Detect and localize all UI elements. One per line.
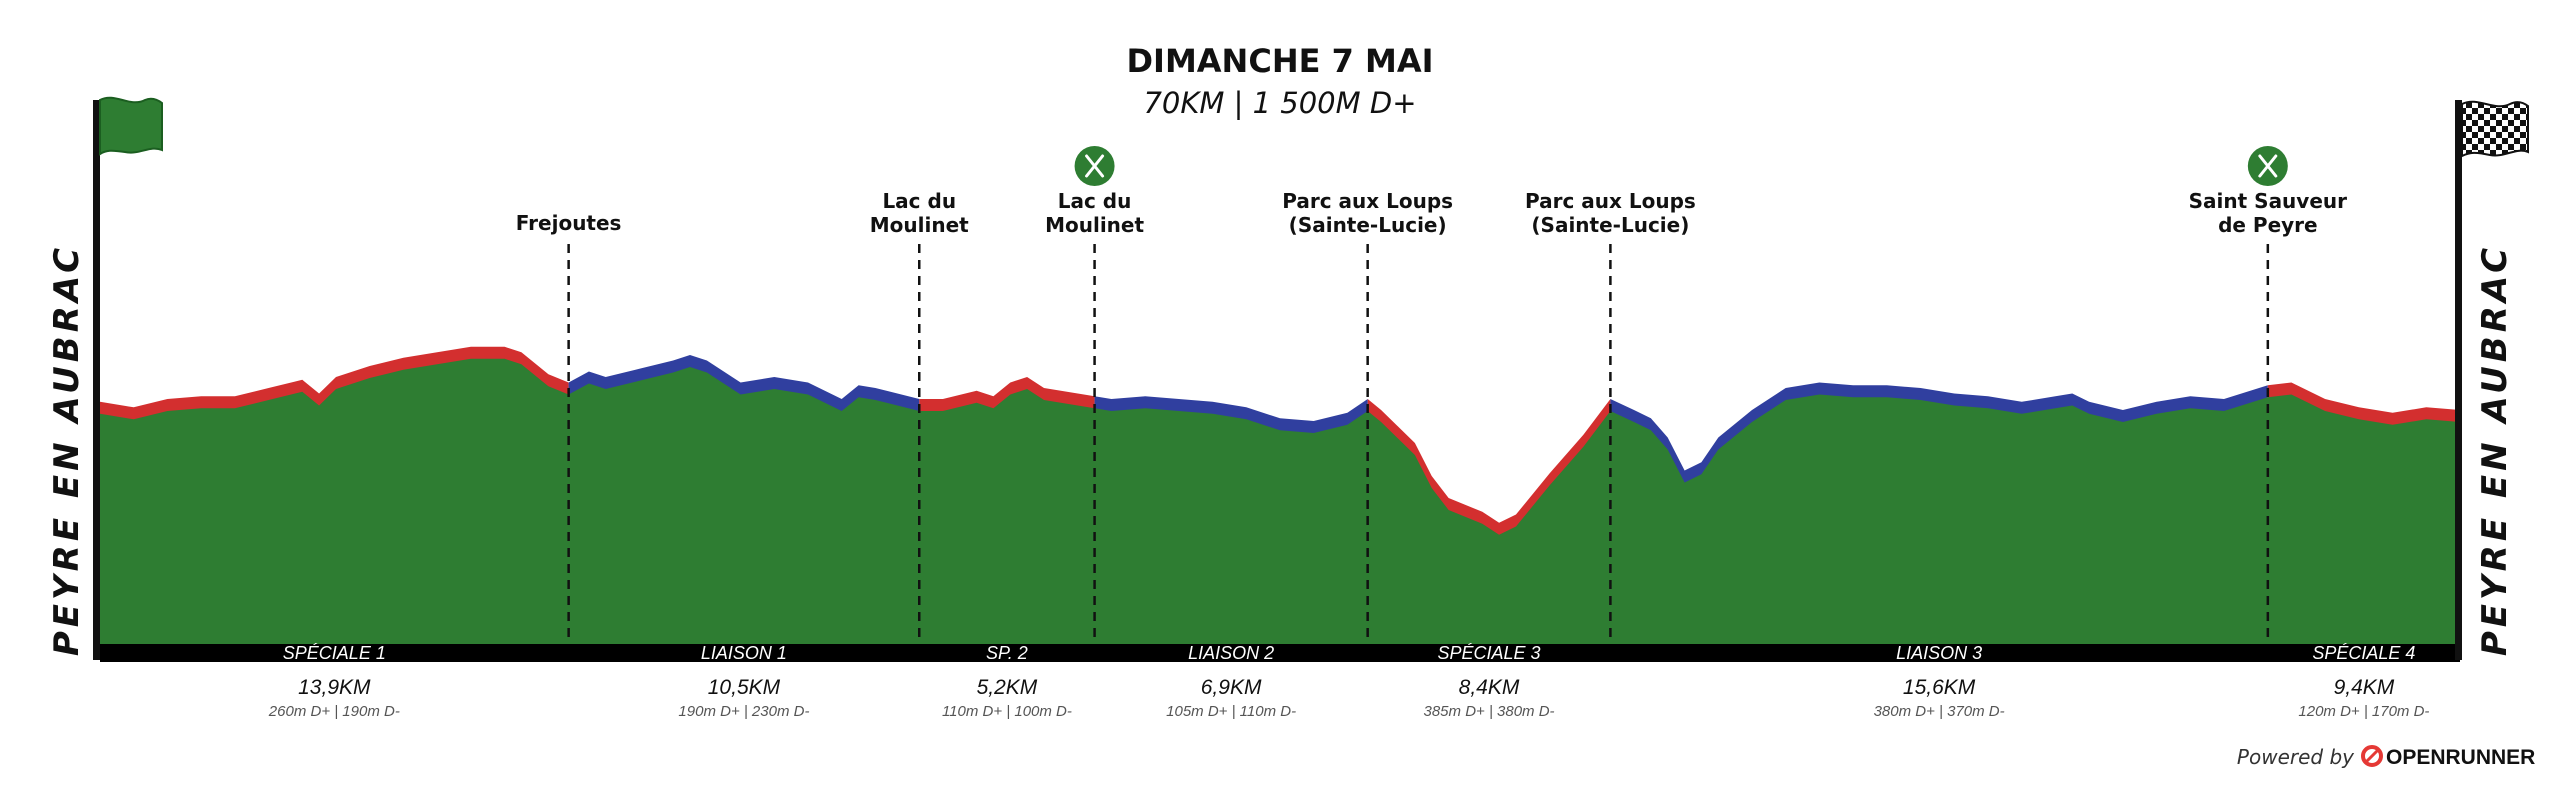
segment-distance: 8,4KM (1459, 676, 1520, 699)
segment-elevation: 105m D+ | 110m D- (1166, 703, 1296, 720)
segment-7: SPÉCIALE 4 9,4KM 120m D+ | 170m D- (2298, 643, 2429, 720)
chart-subtitle: 70KM | 1 500M D+ (1143, 86, 1416, 120)
segment-name: LIAISON 2 (1188, 643, 1274, 663)
segment-elevation: 385m D+ | 380m D- (1424, 703, 1555, 720)
waypoints-layer: Frejoutes13,9KMLac duMoulinet24,3KMLac d… (516, 146, 2347, 665)
waypoint-name: Saint Sauveur (2189, 189, 2347, 213)
segment-elevation: 190m D+ | 230m D- (678, 703, 809, 720)
segment-2: LIAISON 1 10,5KM 190m D+ | 230m D- (678, 643, 809, 720)
segment-distance: 5,2KM (977, 676, 1038, 699)
waypoint-name: Moulinet (1045, 213, 1144, 237)
segment-6: LIAISON 3 15,6KM 380m D+ | 370m D- (1874, 643, 2005, 720)
powered-by-label: Powered by (2237, 745, 2355, 769)
segment-name: LIAISON 1 (701, 643, 787, 663)
segment-bar-background (100, 644, 2460, 662)
side-label-left: PEYRE EN AUBRAC (47, 244, 87, 656)
green-flag-icon (93, 96, 163, 660)
powered-by-footer: Powered by OPENRUNNER (2237, 745, 2535, 769)
checkered-flag-icon (2455, 100, 2529, 660)
waypoint-name: Parc aux Loups (1282, 189, 1453, 213)
segment-name: SPÉCIALE 3 (1437, 643, 1540, 663)
openrunner-logo-icon (2361, 745, 2383, 767)
waypoint-name: (Sainte-Lucie) (1289, 213, 1447, 237)
segment-distance: 9,4KM (2334, 676, 2395, 699)
segment-name: SPÉCIALE 4 (2312, 643, 2415, 663)
fork-knife-icon (1074, 146, 1115, 186)
waypoint-name: Frejoutes (516, 211, 622, 235)
ground-area (100, 358, 2460, 646)
waypoint-name: Lac du (1058, 189, 1132, 213)
segment-distance: 13,9KM (298, 676, 371, 699)
waypoint-name: de Peyre (2218, 213, 2318, 237)
waypoint-name: (Sainte-Lucie) (1531, 213, 1689, 237)
segment-elevation: 380m D+ | 370m D- (1874, 703, 2005, 720)
profile-layer (100, 346, 2460, 646)
segment-bar (100, 644, 2460, 662)
segment-distance: 6,9KM (1201, 676, 1262, 699)
side-label-right: PEYRE EN AUBRAC (2475, 244, 2515, 656)
waypoint-name: Parc aux Loups (1525, 189, 1696, 213)
waypoint-name: Lac du (882, 189, 956, 213)
segment-3: SP. 2 5,2KM 110m D+ | 100m D- (942, 643, 1072, 720)
segment-elevation: 110m D+ | 100m D- (942, 703, 1072, 720)
segment-name: LIAISON 3 (1896, 643, 1982, 663)
segment-4: LIAISON 2 6,9KM 105m D+ | 110m D- (1166, 643, 1296, 720)
brand-name: OPENRUNNER (2386, 746, 2535, 769)
fork-knife-icon (2247, 146, 2288, 186)
segment-labels: SPÉCIALE 1 13,9KM 260m D+ | 190m D- LIAISON… (268, 643, 2430, 720)
segment-elevation: 260m D+ | 190m D- (268, 703, 400, 720)
segment-name: SPÉCIALE 1 (283, 643, 386, 663)
segment-5: SPÉCIALE 3 8,4KM 385m D+ | 380m D- (1424, 643, 1555, 720)
segment-name: SP. 2 (986, 643, 1028, 663)
waypoint-name: Moulinet (870, 213, 969, 237)
fork-knife-strokes (1085, 154, 1105, 178)
fork-knife-strokes (2258, 154, 2278, 178)
segment-distance: 10,5KM (708, 676, 781, 699)
segment-elevation: 120m D+ | 170m D- (2298, 703, 2429, 720)
chart-title: DIMANCHE 7 MAI (1126, 42, 1433, 80)
segment-distance: 15,6KM (1903, 676, 1976, 699)
segment-1: SPÉCIALE 1 13,9KM 260m D+ | 190m D- (268, 643, 400, 720)
